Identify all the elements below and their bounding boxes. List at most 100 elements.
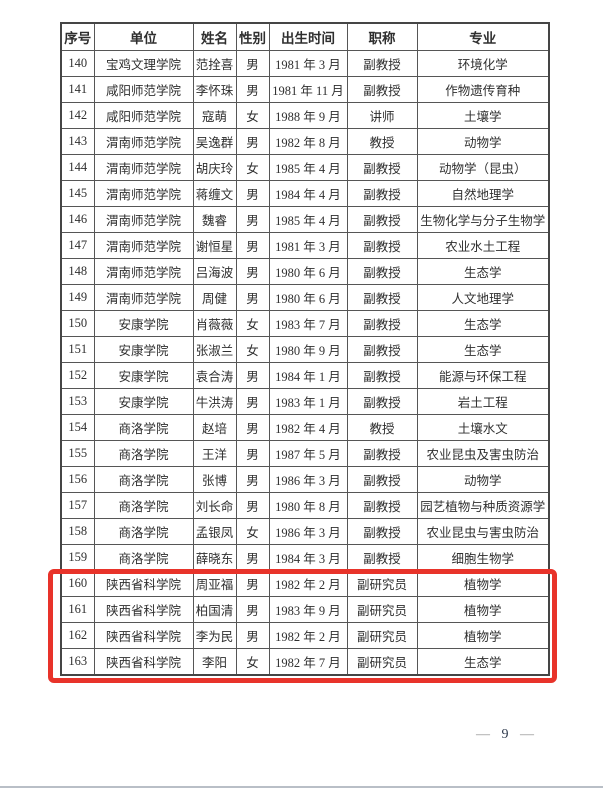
- table-cell: 生态学: [416, 648, 550, 676]
- table-cell: 副教授: [346, 388, 418, 415]
- table-cell: 植物学: [416, 596, 550, 623]
- table-cell: 副教授: [346, 50, 418, 77]
- table-cell: 自然地理学: [416, 180, 550, 207]
- table-row: 150 安康学院 肖薇薇女 1983 年 7 月副教授 生态学: [60, 310, 550, 337]
- table-header-row: 序号 单位 姓名 性别 出生时间 职称 专业: [60, 22, 550, 51]
- table-cell: 副教授: [346, 466, 418, 493]
- table-cell: 男: [235, 492, 270, 519]
- table-cell: 副教授: [346, 206, 418, 233]
- table-cell: 副教授: [346, 492, 418, 519]
- table-row: 155 商洛学院 王洋男 1987 年 5 月副教授 农业昆虫及害虫防治: [60, 440, 550, 467]
- table-cell: 154: [60, 414, 95, 441]
- table-cell: 周亚福: [192, 570, 237, 597]
- table-cell: 女: [235, 154, 270, 181]
- table-cell: 1985 年 4 月: [268, 206, 348, 233]
- table-cell: 男: [235, 284, 270, 311]
- table-cell: 岩土工程: [416, 388, 550, 415]
- table-cell: 安康学院: [93, 362, 194, 389]
- table-cell: 156: [60, 466, 95, 493]
- table-cell: 教授: [346, 414, 418, 441]
- column-header: 姓名: [192, 22, 237, 51]
- table-cell: 副研究员: [346, 648, 418, 676]
- table-cell: 153: [60, 388, 95, 415]
- table-cell: 151: [60, 336, 95, 363]
- table-row: 156 商洛学院 张博男 1986 年 3 月副教授 动物学: [60, 466, 550, 493]
- table-cell: 副教授: [346, 180, 418, 207]
- table-cell: 145: [60, 180, 95, 207]
- table-cell: 动物学（昆虫）: [416, 154, 550, 181]
- table-cell: 副教授: [346, 310, 418, 337]
- table-cell: 男: [235, 388, 270, 415]
- table-cell: 1984 年 3 月: [268, 544, 348, 571]
- table-cell: 袁合涛: [192, 362, 237, 389]
- table-row: 158 商洛学院 孟银凤女 1986 年 3 月副教授 农业昆虫与害虫防治: [60, 518, 550, 545]
- table-cell: 王洋: [192, 440, 237, 467]
- table-cell: 生物化学与分子生物学: [416, 206, 550, 233]
- table-cell: 吴逸群: [192, 128, 237, 155]
- column-header: 单位: [93, 22, 194, 51]
- table-cell: 牛洪涛: [192, 388, 237, 415]
- table-cell: 渭南师范学院: [93, 154, 194, 181]
- table-cell: 男: [235, 622, 270, 649]
- table-cell: 男: [235, 440, 270, 467]
- table-cell: 渭南师范学院: [93, 232, 194, 259]
- table-cell: 商洛学院: [93, 414, 194, 441]
- table-cell: 张博: [192, 466, 237, 493]
- table-row: 161 陕西省科学院 柏国清男 1983 年 9 月副研究员 植物学: [60, 596, 550, 623]
- table-cell: 男: [235, 362, 270, 389]
- table-row: 146 渭南师范学院 魏睿男 1985 年 4 月副教授 生物化学与分子生物学: [60, 206, 550, 233]
- table-cell: 陕西省科学院: [93, 622, 194, 649]
- table-cell: 胡庆玲: [192, 154, 237, 181]
- table-cell: 副教授: [346, 544, 418, 571]
- faculty-table: 序号 单位 姓名 性别 出生时间 职称 专业 140 宝鸡文理学院 范拴喜男 1981 年 3 月…: [60, 22, 550, 676]
- table-cell: 土壤水文: [416, 414, 550, 441]
- table-cell: 1983 年 1 月: [268, 388, 348, 415]
- page-number: — 9 —: [453, 727, 558, 743]
- table-cell: 渭南师范学院: [93, 128, 194, 155]
- table-row: 157 商洛学院 刘长命男 1980 年 8 月副教授 园艺植物与种质资源学: [60, 492, 550, 519]
- table-cell: 教授: [346, 128, 418, 155]
- table-cell: 161: [60, 596, 95, 623]
- table-cell: 讲师: [346, 102, 418, 129]
- table-cell: 孟银凤: [192, 518, 237, 545]
- table-cell: 143: [60, 128, 95, 155]
- table-cell: 男: [235, 180, 270, 207]
- table-cell: 刘长命: [192, 492, 237, 519]
- table-cell: 157: [60, 492, 95, 519]
- table-cell: 商洛学院: [93, 544, 194, 571]
- table-cell: 副教授: [346, 518, 418, 545]
- column-header: 职称: [346, 22, 418, 51]
- table-cell: 李阳: [192, 648, 237, 676]
- table-cell: 163: [60, 648, 95, 676]
- table-cell: 渭南师范学院: [93, 258, 194, 285]
- table-cell: 女: [235, 310, 270, 337]
- table-cell: 1980 年 8 月: [268, 492, 348, 519]
- table-cell: 男: [235, 466, 270, 493]
- table-row: 153 安康学院 牛洪涛男 1983 年 1 月副教授 岩土工程: [60, 388, 550, 415]
- table-cell: 副教授: [346, 362, 418, 389]
- page-bottom-edge: [0, 786, 603, 788]
- table-cell: 范拴喜: [192, 50, 237, 77]
- table-cell: 1981 年 3 月: [268, 50, 348, 77]
- table-cell: 1987 年 5 月: [268, 440, 348, 467]
- table-cell: 146: [60, 206, 95, 233]
- table-cell: 副教授: [346, 154, 418, 181]
- table-cell: 咸阳师范学院: [93, 102, 194, 129]
- table-cell: 肖薇薇: [192, 310, 237, 337]
- table-cell: 安康学院: [93, 388, 194, 415]
- table-cell: 160: [60, 570, 95, 597]
- table-cell: 1985 年 4 月: [268, 154, 348, 181]
- table-cell: 162: [60, 622, 95, 649]
- table-cell: 副教授: [346, 440, 418, 467]
- table-cell: 张淑兰: [192, 336, 237, 363]
- table-cell: 女: [235, 648, 270, 676]
- table-cell: 柏国清: [192, 596, 237, 623]
- table-row: 140 宝鸡文理学院 范拴喜男 1981 年 3 月副教授 环境化学: [60, 50, 550, 77]
- table-cell: 159: [60, 544, 95, 571]
- table-cell: 147: [60, 232, 95, 259]
- table-cell: 男: [235, 76, 270, 103]
- table-row: 154 商洛学院 赵培男 1982 年 4 月教授 土壤水文: [60, 414, 550, 441]
- table-cell: 农业水土工程: [416, 232, 550, 259]
- table-cell: 152: [60, 362, 95, 389]
